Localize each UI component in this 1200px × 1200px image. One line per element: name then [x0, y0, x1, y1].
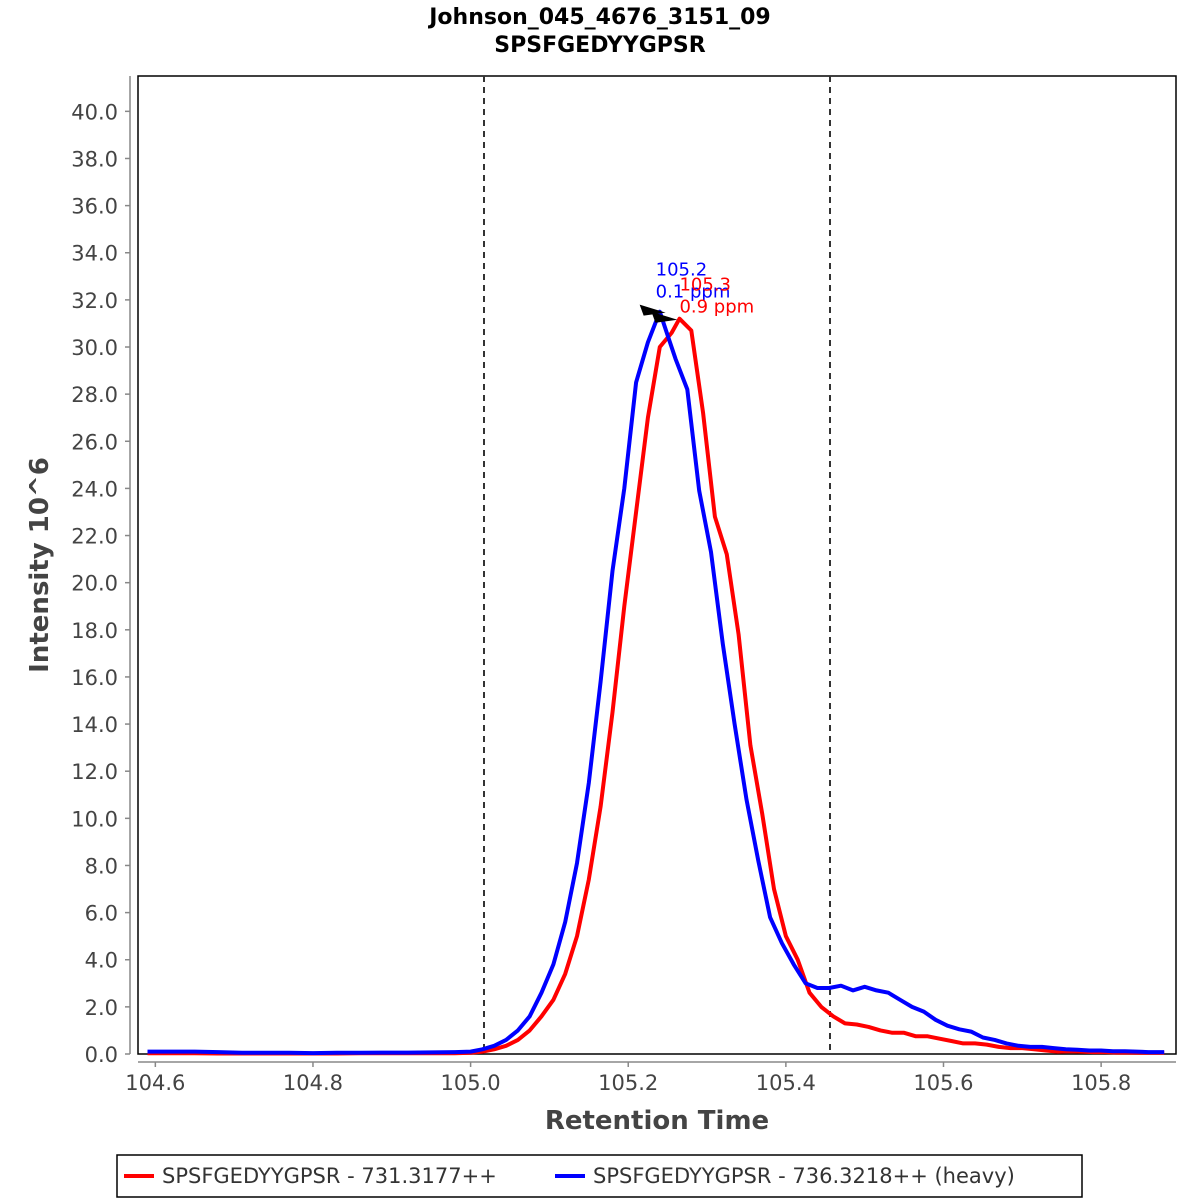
y-tick-label: 22.0 [71, 525, 118, 549]
y-tick-label: 0.0 [85, 1043, 118, 1067]
y-tick-label: 6.0 [85, 902, 118, 926]
peak-rt-label: 105.3 [679, 275, 731, 296]
y-tick-label: 28.0 [71, 383, 118, 407]
legend-label-heavy: SPSFGEDYYGPSR - 736.3218++ (heavy) [593, 1164, 1015, 1188]
y-tick-label: 8.0 [85, 854, 118, 878]
y-tick-label: 16.0 [71, 666, 118, 690]
peak-rt-label: 105.2 [656, 260, 708, 281]
peak-ppm-label: 0.1 ppm [656, 282, 731, 303]
series-line-heavy [147, 309, 1165, 1056]
y-tick-label: 2.0 [85, 996, 118, 1020]
plot-area [137, 75, 1177, 1055]
x-tick-label: 105.4 [756, 1071, 816, 1095]
y-tick-label: 30.0 [71, 336, 118, 360]
peak-arrow-icon [651, 311, 678, 323]
y-tick-label: 18.0 [71, 619, 118, 643]
y-tick-label: 40.0 [71, 100, 118, 124]
x-tick-label: 105.8 [1071, 1071, 1131, 1095]
y-tick-label: 14.0 [71, 713, 118, 737]
chart-title: Johnson_045_4676_3151_09 [427, 5, 771, 30]
x-axis-label: Retention Time [545, 1106, 769, 1136]
x-tick-label: 105.2 [598, 1071, 658, 1095]
legend-box [116, 1154, 1083, 1198]
y-tick-label: 32.0 [71, 289, 118, 313]
chart-subtitle: SPSFGEDYYGPSR [494, 33, 705, 58]
peak-ppm-label: 0.9 ppm [679, 297, 754, 318]
x-tick-label: 105.0 [441, 1071, 501, 1095]
y-tick-label: 4.0 [85, 949, 118, 973]
x-tick-label: 105.6 [913, 1071, 973, 1095]
y-tick-label: 12.0 [71, 760, 118, 784]
legend-label-light: SPSFGEDYYGPSR - 731.3177++ [162, 1164, 497, 1188]
y-axis-ticks: 0.0 2.0 4.0 6.0 8.0 10.0 12.0 14.0 16.0 18.0 20.0 2… [71, 100, 130, 1067]
y-tick-label: 20.0 [71, 572, 118, 596]
y-tick-label: 38.0 [71, 147, 118, 171]
peak-arrow-icon [639, 304, 666, 316]
x-tick-label: 104.8 [283, 1071, 343, 1095]
y-tick-label: 26.0 [71, 430, 118, 454]
y-tick-label: 34.0 [71, 242, 118, 266]
series-lines [147, 309, 1165, 1056]
y-tick-label: 24.0 [71, 477, 118, 501]
x-tick-label: 104.6 [125, 1071, 185, 1095]
y-tick-label: 36.0 [71, 195, 118, 219]
x-axis-ticks: 104.6 104.8 105.0 105.2 105.4 105.6 105.8 [125, 1062, 1131, 1095]
legend: SPSFGEDYYGPSR - 731.3177++ SPSFGEDYYGPSR… [116, 1154, 1083, 1198]
y-axis-label: Intensity 10^6 [25, 457, 55, 673]
y-tick-label: 10.0 [71, 807, 118, 831]
integration-boundaries [483, 76, 831, 1054]
